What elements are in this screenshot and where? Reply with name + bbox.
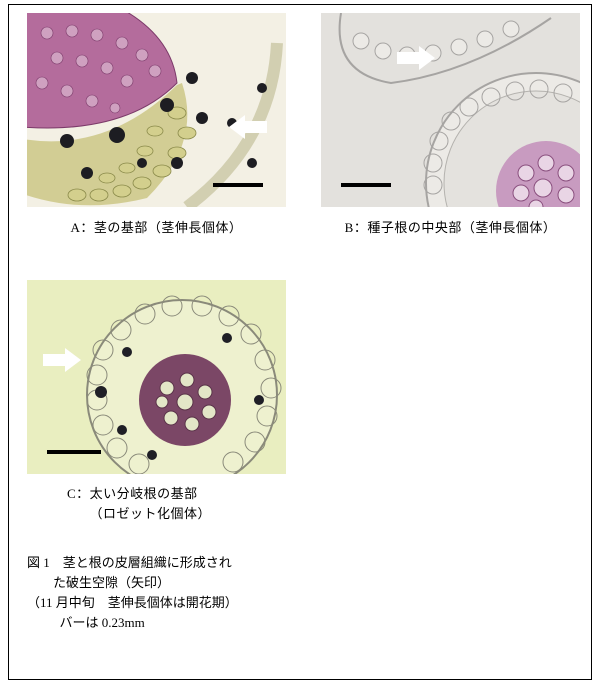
panel-c: C：太い分岐根の基部 （ロゼット化個体） <box>27 280 286 523</box>
micrograph-b-svg <box>321 13 580 207</box>
panel-a: A：茎の基部（茎伸長個体） <box>27 13 286 236</box>
micrograph-b <box>321 13 580 207</box>
caption-b: B：種子根の中央部（茎伸長個体） <box>321 217 580 236</box>
panel-b: B：種子根の中央部（茎伸長個体） <box>321 13 580 236</box>
micrograph-c <box>27 280 286 474</box>
scalebar-a <box>213 183 263 187</box>
caption-c: C：太い分岐根の基部 （ロゼット化個体） <box>27 484 286 523</box>
figure-frame: A：茎の基部（茎伸長個体） <box>8 4 592 680</box>
scalebar-b <box>341 183 391 187</box>
figure-caption: 図 1 茎と根の皮層組織に形成され た破生空隙（矢印） （11 月中旬 茎伸長個… <box>27 553 238 634</box>
micrograph-a <box>27 13 286 207</box>
caption-a: A：茎の基部（茎伸長個体） <box>27 217 286 236</box>
micrograph-a-svg <box>27 13 286 207</box>
micrograph-c-svg <box>27 280 286 474</box>
scalebar-c <box>47 450 101 454</box>
